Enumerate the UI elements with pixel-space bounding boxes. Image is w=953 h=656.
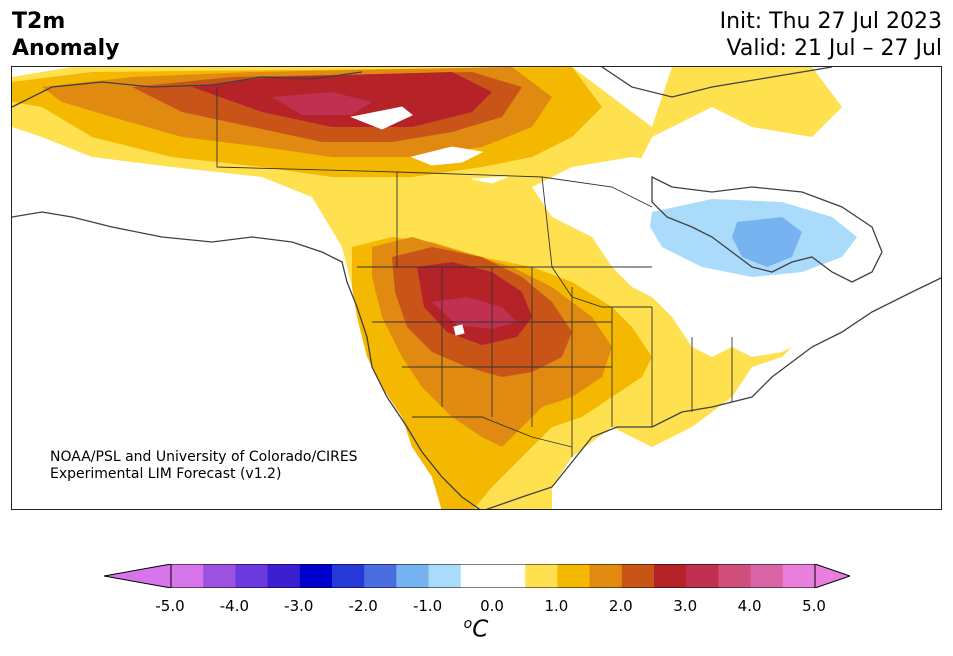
colorbar-tick-label: -5.0 [155, 597, 185, 615]
lake-white-2 [410, 146, 484, 166]
colorbar-tick-label: 0.0 [480, 597, 504, 615]
anomaly-band-crimson-west [432, 297, 517, 329]
colorbar-under-arrow [104, 564, 172, 588]
colorbar-cell [299, 564, 333, 588]
anomaly-band-neutral-pacific [12, 167, 432, 509]
colorbar-tick-label: 3.0 [673, 597, 698, 615]
colorbar-cell [621, 564, 655, 588]
colorbar-cell [493, 564, 526, 588]
colorbar-cell [782, 564, 816, 588]
colorbar-tick-label: 4.0 [737, 597, 762, 615]
colorbar-tick-label: -2.0 [348, 597, 378, 615]
colorbar-over-arrow [814, 564, 850, 588]
lake-white-4 [453, 324, 465, 336]
colorbar-tick-label: 1.0 [544, 597, 569, 615]
lake-white-1 [350, 106, 413, 130]
colorbar-cell [428, 564, 462, 588]
colorbar-cell [750, 564, 784, 588]
attribution-line2: Experimental LIM Forecast (v1.2) [50, 466, 282, 482]
colorbar-cell [171, 564, 204, 588]
colorbar-cell [525, 564, 558, 588]
valid-date: Valid: 21 Jul – 27 Jul [726, 36, 942, 61]
colorbar-tick-label: -1.0 [412, 597, 443, 615]
political-borders [216, 87, 733, 457]
attribution-line1: NOAA/PSL and University of Colorado/CIRE… [50, 449, 358, 465]
init-date: Init: Thu 27 Jul 2023 [719, 9, 942, 34]
colorbar-cell [203, 564, 236, 588]
coastlines [12, 67, 941, 509]
colorbar-cell [332, 564, 365, 588]
unit-label: oC [464, 616, 489, 643]
unit-base: C [472, 616, 489, 643]
anomaly-band-neutral-gulf [572, 367, 941, 509]
anomaly-band-crimson-north [272, 92, 372, 115]
anomaly-band-neutral-lakes [612, 267, 812, 357]
colorbar-cell [557, 564, 591, 588]
colorbar-cell [654, 564, 687, 588]
anomaly-map [12, 67, 941, 509]
date-title: Init: Thu 27 Jul 2023 Valid: 21 Jul – 27… [720, 8, 942, 62]
colorbar-cell [460, 564, 494, 588]
lake-white-3 [471, 176, 508, 184]
colorbar-tick-label: 2.0 [608, 597, 633, 615]
variable-title-line2: Anomaly [12, 36, 120, 61]
colorbar [104, 564, 850, 588]
colorbar-cells [171, 564, 816, 588]
colorbar-outline [170, 564, 816, 588]
attribution: NOAA/PSL and University of Colorado/CIRE… [50, 449, 358, 483]
unit-degree: o [463, 616, 473, 632]
colorbar-cell [364, 564, 397, 588]
variable-title: T2m Anomaly [12, 8, 119, 62]
colorbar-tick-label: -3.0 [284, 597, 314, 615]
colorbar-cell [235, 564, 269, 588]
colorbar-cell [267, 564, 301, 588]
colorbar-tick-label: -4.0 [219, 597, 250, 615]
variable-title-line1: T2m [12, 9, 66, 34]
colorbar-tick-labels: -5.0 -4.0 -3.0 -2.0 -1.0 0.0 1.0 2.0 3.0 4.0 5.0 [0, 597, 953, 617]
colorbar-cell [589, 564, 623, 588]
colorbar-cell [396, 564, 430, 588]
anomaly-band-mid-blue [732, 217, 802, 267]
map-panel: NOAA/PSL and University of Colorado/CIRE… [11, 66, 942, 510]
colorbar-cell [686, 564, 719, 588]
colorbar-tick-label: 5.0 [802, 597, 826, 615]
colorbar-cell [718, 564, 752, 588]
